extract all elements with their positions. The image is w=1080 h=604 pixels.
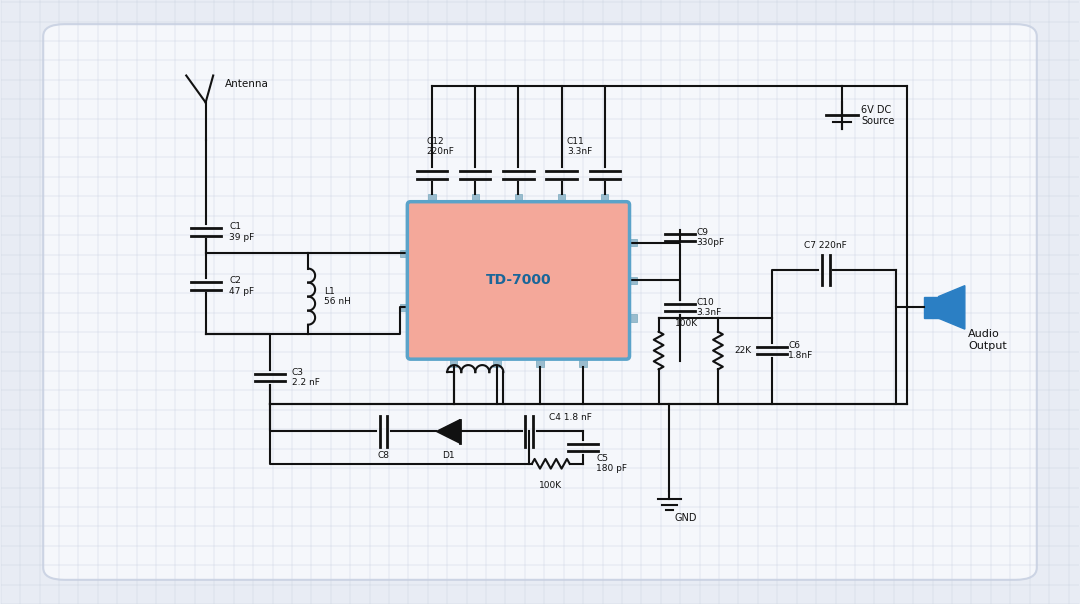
Text: C10
3.3nF: C10 3.3nF <box>697 298 721 317</box>
Bar <box>515 194 523 205</box>
Bar <box>400 304 410 311</box>
Text: Antenna: Antenna <box>225 79 269 89</box>
Text: 100K: 100K <box>675 319 698 328</box>
Text: 100K: 100K <box>539 481 563 490</box>
Text: Audio
Output: Audio Output <box>968 329 1007 350</box>
FancyBboxPatch shape <box>407 202 630 359</box>
Bar <box>450 356 458 367</box>
Bar <box>626 315 637 322</box>
Text: C3
2.2 nF: C3 2.2 nF <box>292 368 320 387</box>
Polygon shape <box>436 420 460 443</box>
Text: TD-7000: TD-7000 <box>486 274 551 288</box>
Bar <box>472 194 480 205</box>
Text: C7 220nF: C7 220nF <box>805 241 847 250</box>
Text: C8: C8 <box>378 451 390 460</box>
Bar <box>537 356 543 367</box>
Text: C12
220nF: C12 220nF <box>427 137 455 156</box>
Bar <box>626 277 637 284</box>
Text: L1
56 nH: L1 56 nH <box>324 287 351 306</box>
Bar <box>429 194 436 205</box>
Bar <box>600 194 608 205</box>
Text: C2
47 pF: C2 47 pF <box>229 276 255 295</box>
Text: 6V DC
Source: 6V DC Source <box>862 104 895 126</box>
Polygon shape <box>939 286 964 329</box>
Text: C9
330pF: C9 330pF <box>697 228 725 247</box>
Text: C11
3.3nF: C11 3.3nF <box>567 137 592 156</box>
Bar <box>400 249 410 257</box>
Text: D1: D1 <box>442 451 455 460</box>
Text: L2
56 nH: L2 56 nH <box>462 333 489 353</box>
Bar <box>557 194 565 205</box>
Text: GND: GND <box>674 513 697 522</box>
Text: C6
1.8nF: C6 1.8nF <box>788 341 813 360</box>
Bar <box>626 239 637 246</box>
Text: C5
180 pF: C5 180 pF <box>596 454 627 474</box>
Text: C1
39 pF: C1 39 pF <box>229 222 255 242</box>
Bar <box>924 297 939 318</box>
Bar <box>579 356 586 367</box>
Text: 22K: 22K <box>734 346 752 355</box>
Text: C4 1.8 nF: C4 1.8 nF <box>549 413 592 422</box>
Bar <box>494 356 501 367</box>
